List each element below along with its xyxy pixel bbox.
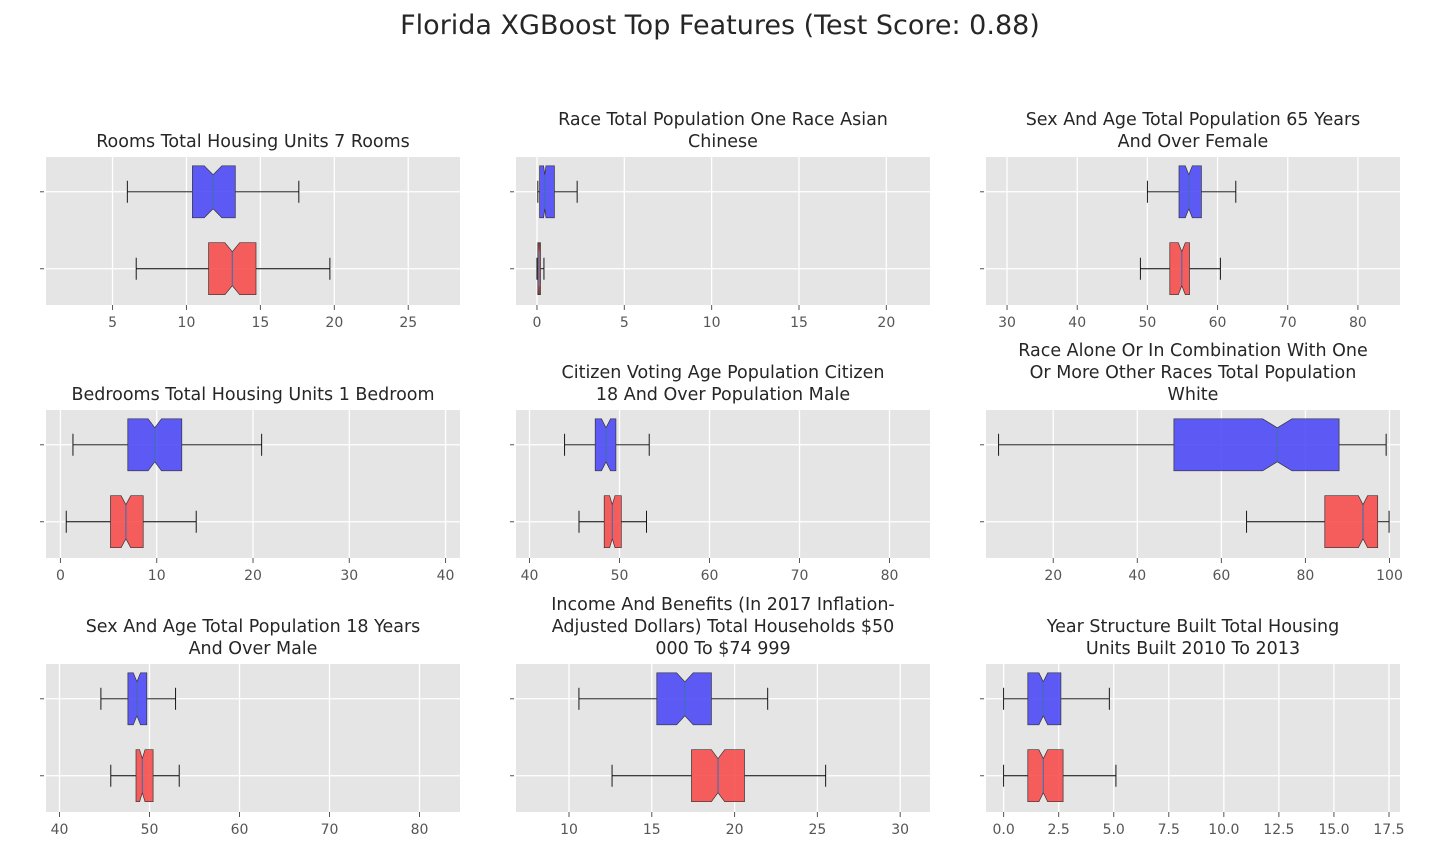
- x-tick-label: 80: [1297, 568, 1315, 584]
- subplot-title-line: Sex And Age Total Population 65 Years: [1025, 110, 1361, 130]
- box-blue: [192, 165, 236, 219]
- subplot-title-9: Year Structure Built Total Housing Units …: [946, 616, 1440, 660]
- box-red: [1324, 495, 1379, 549]
- x-tick-label: 50: [141, 822, 159, 838]
- box-blue: [656, 672, 712, 726]
- x-tick-label: 15: [643, 822, 661, 838]
- x-tick-label: 5.0: [1103, 822, 1125, 838]
- x-tick-label: 60: [1212, 568, 1230, 584]
- subplot-title-5: Citizen Voting Age Population Citizen 18 …: [476, 362, 970, 406]
- x-tick-label: 40: [1068, 315, 1086, 331]
- subplot-title-line: And Over Female: [1117, 132, 1269, 152]
- x-tick-label: 100: [1376, 568, 1403, 584]
- x-tick-label: 25: [808, 822, 826, 838]
- x-tick-label: 40: [521, 568, 539, 584]
- subplot-title-6: Race Alone Or In Combination With One Or …: [946, 340, 1440, 406]
- x-tick-label: 30: [891, 822, 909, 838]
- subplot-title-line: Chinese: [688, 132, 758, 152]
- x-tick-label: 15.0: [1318, 822, 1349, 838]
- x-tick-label: 15: [790, 315, 808, 331]
- box-blue: [539, 165, 555, 219]
- x-tick-label: 10.0: [1208, 822, 1239, 838]
- x-tick-label: 80: [881, 568, 899, 584]
- box-red: [135, 749, 154, 803]
- x-tick-label: 20: [877, 315, 895, 331]
- x-tick-label: 70: [791, 568, 809, 584]
- x-tick-label: 2.5: [1048, 822, 1070, 838]
- x-tick-label: 17.5: [1373, 822, 1404, 838]
- x-tick-label: 60: [1209, 315, 1227, 331]
- x-tick-label: 70: [321, 822, 339, 838]
- box-blue: [1173, 418, 1340, 472]
- x-tick-label: 80: [411, 822, 429, 838]
- subplot-title-line: Race Total Population One Race Asian: [558, 110, 888, 130]
- x-tick-label: 7.5: [1158, 822, 1180, 838]
- subplot-title-7: Sex And Age Total Population 18 Years And…: [6, 616, 500, 660]
- subplot-title-line: White: [1167, 385, 1219, 405]
- subplot-title-4: Bedrooms Total Housing Units 1 Bedroom: [6, 384, 500, 406]
- x-tick-label: 20: [1044, 568, 1062, 584]
- subplot-title-line: Race Alone Or In Combination With One: [1018, 341, 1368, 361]
- plot-area-2: [516, 157, 930, 305]
- subplot-title-line: Bedrooms Total Housing Units 1 Bedroom: [71, 385, 435, 405]
- box-blue: [1178, 165, 1202, 219]
- x-tick-label: 10: [703, 315, 721, 331]
- box-red: [1169, 242, 1190, 296]
- box-red: [110, 495, 144, 549]
- x-tick-label: 10: [560, 822, 578, 838]
- subplot-title-line: Year Structure Built Total Housing: [1046, 617, 1340, 637]
- x-tick-label: 20: [726, 822, 744, 838]
- subplot-title-line: And Over Male: [188, 639, 318, 659]
- subplot-title-line: Units Built 2010 To 2013: [1085, 639, 1301, 659]
- x-tick-label: 15: [251, 315, 269, 331]
- subplot-title-3: Sex And Age Total Population 65 Years And…: [946, 109, 1440, 153]
- subplot-title-line: Rooms Total Housing Units 7 Rooms: [96, 132, 410, 152]
- subplot-title-line: Or More Other Races Total Population: [1029, 363, 1357, 383]
- x-tick-label: 40: [437, 568, 455, 584]
- x-tick-label: 50: [611, 568, 629, 584]
- x-tick-label: 20: [244, 568, 262, 584]
- x-tick-label: 25: [399, 315, 417, 331]
- x-tick-label: 20: [325, 315, 343, 331]
- subplot-title-line: Income And Benefits (In 2017 Inflation-: [551, 595, 895, 615]
- x-tick-label: 30: [998, 315, 1016, 331]
- x-tick-label: 10: [178, 315, 196, 331]
- x-tick-label: 5: [108, 315, 117, 331]
- subplot-title-2: Race Total Population One Race Asian Chin…: [476, 109, 970, 153]
- plot-area-5: [516, 410, 930, 558]
- subplot-title-1: Rooms Total Housing Units 7 Rooms: [6, 131, 500, 153]
- subplot-title-8: Income And Benefits (In 2017 Inflation- A…: [476, 594, 970, 660]
- x-tick-label: 70: [1279, 315, 1297, 331]
- x-tick-label: 30: [340, 568, 358, 584]
- subplot-title-line: Sex And Age Total Population 18 Years: [85, 617, 421, 637]
- x-tick-label: 80: [1349, 315, 1367, 331]
- x-tick-label: 40: [51, 822, 69, 838]
- x-tick-label: 60: [701, 568, 719, 584]
- x-tick-label: 0: [533, 315, 542, 331]
- plot-area-7: [46, 664, 460, 812]
- figure-title: Florida XGBoost Top Features (Test Score…: [400, 10, 1040, 41]
- subplot-title-line: 000 To $74 999: [655, 639, 791, 659]
- box-blue: [1027, 672, 1062, 726]
- subplot-title-line: Adjusted Dollars) Total Households $50: [551, 617, 895, 637]
- x-tick-label: 5: [620, 315, 629, 331]
- subplot-title-line: Citizen Voting Age Population Citizen: [561, 363, 885, 383]
- subplot-title-line: 18 And Over Population Male: [595, 385, 851, 405]
- x-tick-label: 10: [148, 568, 166, 584]
- x-tick-label: 0: [56, 568, 65, 584]
- box-red: [1027, 749, 1064, 803]
- x-tick-label: 40: [1128, 568, 1146, 584]
- x-tick-label: 60: [231, 822, 249, 838]
- x-tick-label: 0.0: [992, 822, 1014, 838]
- x-tick-label: 12.5: [1263, 822, 1294, 838]
- x-tick-label: 50: [1138, 315, 1156, 331]
